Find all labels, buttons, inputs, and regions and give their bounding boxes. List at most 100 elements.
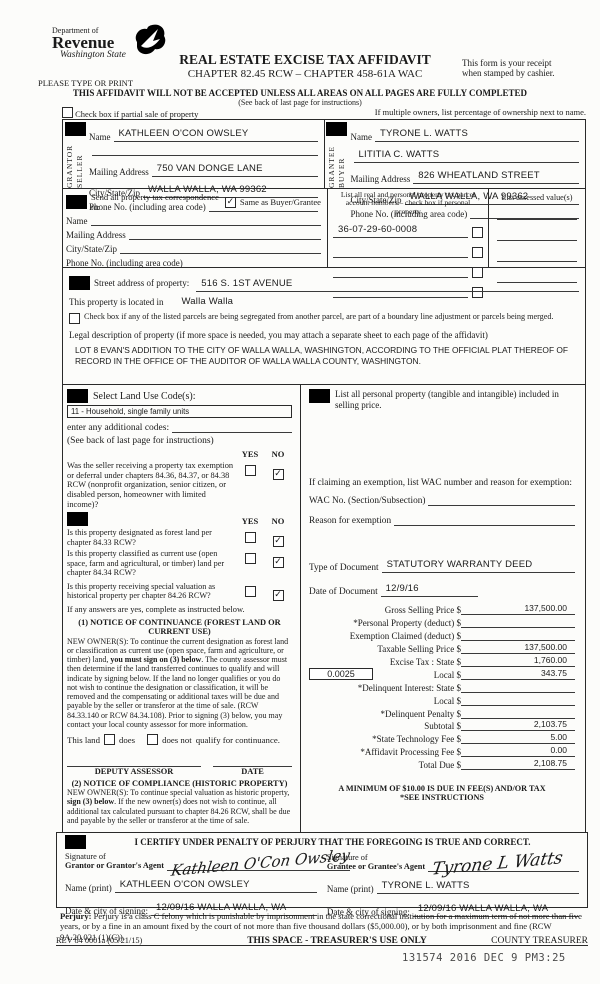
buyer-name2-field[interactable]: LITITIA C. WATTS <box>353 144 579 163</box>
receipt-note-line2: when stamped by cashier. <box>462 68 555 78</box>
street-address-field[interactable]: 516 S. 1ST AVENUE <box>196 273 579 292</box>
parcel-field-1[interactable]: 36-07-29-60-0008 <box>333 219 468 239</box>
if-any-yes-note: If any answers are yes, complete as inst… <box>67 604 245 614</box>
legal-description-value[interactable]: LOT 8 EVAN'S ADDITION TO THE CITY OF WAL… <box>69 345 579 366</box>
assessed-field-3[interactable] <box>497 250 577 262</box>
partial-sale-label: Check box if partial sale of property <box>75 109 199 119</box>
exemption-no-checkbox[interactable] <box>272 469 284 480</box>
qualify-does-checkbox[interactable] <box>103 734 115 746</box>
multiple-owners-note: If multiple owners, list percentage of o… <box>374 107 586 117</box>
correspondence-block: Send all property tax correspondence to:… <box>63 189 327 268</box>
property-section: Street address of property: 516 S. 1ST A… <box>62 267 586 385</box>
buyer-name-label: Name <box>350 132 373 142</box>
grantee-print-field[interactable]: TYRONE L. WATTS <box>376 875 579 894</box>
corr-mailing-label: Mailing Address <box>66 230 126 240</box>
parcel-field-2[interactable] <box>333 246 468 259</box>
grantor-signature-block: Signature of Grantor or Grantor's Agent … <box>65 846 351 917</box>
buyer-phone-field[interactable] <box>470 207 579 219</box>
exemption-deduct-field[interactable] <box>461 629 575 642</box>
section-marker-landuse <box>67 389 88 403</box>
buyer-phone-label: Phone No. (including area code) <box>350 209 468 219</box>
current-use-yes-checkbox[interactable] <box>244 553 256 565</box>
grantor-date-field[interactable]: 12/09/16 WALLA WALLA, WA <box>151 897 317 916</box>
deputy-date-block: DATE <box>213 755 292 776</box>
buyer-name-field[interactable]: TYRONE L. WATTS <box>375 123 579 142</box>
historic-no-checkbox[interactable] <box>272 589 284 601</box>
section-marker-personal-property <box>309 389 330 403</box>
reason-field[interactable] <box>394 514 575 526</box>
seller-mailing-field[interactable]: 750 VAN DONGE LANE <box>151 158 318 177</box>
corr-mailing-field[interactable] <box>128 228 321 240</box>
additional-codes-field[interactable] <box>172 421 292 433</box>
gross-price-field[interactable]: 137,500.00 <box>461 603 575 616</box>
grantor-signature-field[interactable]: Kathleen O'Con Owsley <box>167 846 351 880</box>
form-title-block: REAL ESTATE EXCISE TAX AFFIDAVIT CHAPTER… <box>150 52 460 80</box>
doc-date-field[interactable]: 12/9/16 <box>380 578 478 597</box>
seller-mailing-value: 750 VAN DONGE LANE <box>156 163 263 174</box>
land-use-title: Select Land Use Code(s): <box>93 390 196 402</box>
same-as-buyer-checkbox[interactable] <box>224 196 236 208</box>
land-use-code-box[interactable]: 11 - Household, single family units <box>67 405 292 418</box>
deputy-assessor-sign-field[interactable] <box>67 755 202 768</box>
tech-fee-label: *State Technology Fee $ <box>372 734 461 745</box>
partial-sale-checkbox[interactable] <box>62 107 73 118</box>
doc-type-field[interactable]: STATUTORY WARRANTY DEED <box>381 554 575 573</box>
located-in-value[interactable]: Walla Walla <box>181 296 234 307</box>
forest-yes-checkbox[interactable] <box>244 532 256 544</box>
revenue-logo-icon <box>128 24 166 65</box>
parcels-header: List all real and personal property tax … <box>340 190 476 216</box>
parcel-personal-checkbox-2[interactable] <box>472 247 483 259</box>
subtotal-field[interactable]: 2,103.75 <box>461 719 575 732</box>
seller-phone-field[interactable] <box>208 200 318 212</box>
tech-fee-field[interactable]: 5.00 <box>461 732 575 745</box>
receipt-note-line1: This form is your receipt <box>462 58 552 68</box>
assessed-field-4[interactable] <box>497 271 577 283</box>
qualify-prefix: This land <box>67 734 100 745</box>
seller-name-field[interactable]: KATHLEEN O'CON OWSLEY <box>113 123 318 142</box>
parcel-personal-checkbox-1[interactable] <box>472 227 483 239</box>
section-marker-buyer <box>326 122 347 136</box>
section-marker-certify <box>65 835 86 849</box>
personal-deduct-field[interactable] <box>461 616 575 629</box>
grantee-signature-block: Signature of Grantee or Grantee's Agent … <box>317 848 579 917</box>
wac-field[interactable] <box>428 494 575 506</box>
delinquent-interest-local-field[interactable] <box>461 694 575 706</box>
grantee-date-field[interactable]: 12/09/16 WALLA WALLA, WA <box>412 898 579 917</box>
parcel-personal-checkbox-4[interactable] <box>472 287 483 299</box>
yes-header-1: YES <box>241 449 259 459</box>
grantor-date-label: Date & city of signing: <box>65 906 148 916</box>
certify-statement: I CERTIFY UNDER PENALTY OF PERJURY THAT … <box>134 837 531 847</box>
perjury-label: Perjury: <box>60 911 92 921</box>
excise-local-field[interactable]: 343.75 <box>461 668 575 680</box>
total-due-field[interactable]: 2,108.75 <box>461 758 575 771</box>
parcel-field-3[interactable] <box>333 266 468 279</box>
grantee-signature-field[interactable]: Tyrone L Watts <box>428 848 579 880</box>
forest-no-checkbox[interactable] <box>272 536 284 548</box>
qualify-does-not-checkbox[interactable] <box>147 734 159 746</box>
current-use-no-checkbox[interactable] <box>272 557 284 569</box>
corr-phone-label: Phone No. (including area code) <box>66 258 183 268</box>
seller-name2-field[interactable] <box>92 144 318 156</box>
taxable-price-field[interactable]: 137,500.00 <box>461 642 575 655</box>
delinquent-interest-state-field[interactable] <box>461 681 575 693</box>
seller-city-value: WALLA WALLA, WA 99362 <box>148 184 267 195</box>
section-marker-seller <box>64 122 86 136</box>
exemption-yes-checkbox[interactable] <box>244 465 256 476</box>
form-chapter: CHAPTER 82.45 RCW – CHAPTER 458-61A WAC <box>187 68 423 80</box>
historic-yes-checkbox[interactable] <box>244 585 256 597</box>
assessed-field-1[interactable] <box>497 208 577 220</box>
grantor-print-field[interactable]: KATHLEEN O'CON OWSLEY <box>114 874 317 893</box>
corr-city-field[interactable] <box>120 242 321 254</box>
excise-state-field[interactable]: 1,760.00 <box>461 655 575 667</box>
corr-name-field[interactable] <box>90 214 321 226</box>
parcel-field-4[interactable] <box>333 286 468 299</box>
assessed-field-2[interactable] <box>497 229 577 241</box>
delinquent-penalty-field[interactable] <box>461 707 575 719</box>
deputy-date-field[interactable] <box>213 755 292 768</box>
processing-fee-field[interactable]: 0.00 <box>461 745 575 758</box>
grantor-print-label: Name (print) <box>65 883 112 893</box>
buyer-city-field[interactable]: WALLA WALLA, WA 99362 <box>404 186 579 205</box>
county-treasurer-label: COUNTY TREASURER <box>491 936 588 946</box>
segregated-checkbox[interactable] <box>69 313 80 324</box>
buyer-mailing-field[interactable]: 826 WHEATLAND STREET <box>413 165 579 184</box>
